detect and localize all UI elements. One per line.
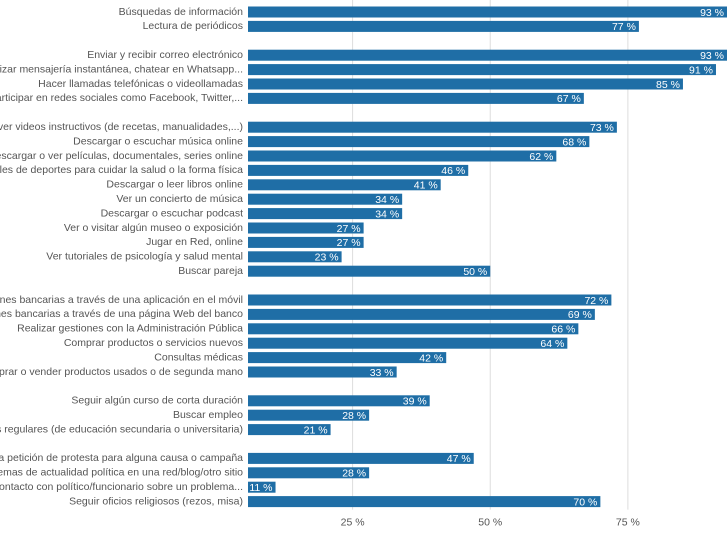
category-label: alguna petición de protesta para alguna … bbox=[0, 452, 243, 464]
value-label: 72 % bbox=[584, 295, 608, 307]
category-label: Ver o visitar algún museo o exposición bbox=[64, 222, 243, 234]
category-label: ar temas de actualidad política en una r… bbox=[0, 467, 243, 479]
value-label: 73 % bbox=[590, 122, 614, 134]
bar bbox=[248, 496, 601, 508]
category-label: Enviar y recibir correo electrónico bbox=[87, 49, 243, 61]
value-label: 67 % bbox=[557, 93, 581, 105]
bar bbox=[248, 20, 639, 32]
bar bbox=[248, 64, 716, 76]
category-label: Búsquedas de información bbox=[119, 6, 243, 18]
bar bbox=[248, 467, 370, 479]
bar bbox=[248, 236, 364, 248]
bar bbox=[248, 179, 441, 191]
bar bbox=[248, 92, 584, 104]
bar bbox=[248, 121, 617, 133]
category-label: Utilizar mensajería instantánea, chatear… bbox=[0, 63, 243, 75]
category-label: Realizar gestiones con la Administración… bbox=[17, 323, 243, 335]
value-label: 47 % bbox=[447, 453, 471, 465]
category-label: Descargar o escuchar podcast bbox=[101, 207, 243, 219]
bar bbox=[248, 222, 364, 234]
category-label: gestiones bancarias a través de una pági… bbox=[0, 308, 243, 320]
value-label: 50 % bbox=[463, 266, 487, 278]
category-label: Buscar pareja bbox=[178, 265, 243, 277]
category-label: Comprar o vender productos usados o de s… bbox=[0, 366, 243, 378]
value-label: 33 % bbox=[370, 367, 394, 379]
category-label: Hacer llamadas telefónicas o videollamad… bbox=[38, 78, 243, 90]
category-label: Descargar o escuchar música online bbox=[73, 135, 243, 147]
value-label: 41 % bbox=[414, 180, 438, 192]
bar bbox=[248, 6, 727, 18]
value-label: 91 % bbox=[689, 64, 713, 76]
value-label: 39 % bbox=[403, 396, 427, 408]
value-label: 93 % bbox=[700, 7, 724, 19]
category-label: lases regulares (de educación secundaria… bbox=[0, 423, 243, 435]
bar bbox=[248, 150, 557, 162]
x-tick-label: 75 % bbox=[616, 516, 640, 528]
value-label: 68 % bbox=[562, 136, 586, 148]
bar bbox=[248, 452, 474, 464]
bar bbox=[248, 164, 469, 176]
value-label: 28 % bbox=[342, 468, 366, 480]
category-label: Jugar en Red, online bbox=[146, 236, 243, 248]
bar bbox=[248, 136, 590, 148]
value-label: 64 % bbox=[540, 338, 564, 350]
bar bbox=[248, 409, 370, 421]
x-tick-label: 50 % bbox=[478, 516, 502, 528]
bar bbox=[248, 193, 403, 205]
category-label: Descargar o ver películas, documentales,… bbox=[0, 150, 243, 162]
category-label: gar o ver videos instructivos (de receta… bbox=[0, 121, 243, 133]
bar bbox=[248, 251, 342, 263]
category-label: tonales de deportes para cuidar la salud… bbox=[0, 164, 243, 176]
bar bbox=[248, 481, 276, 493]
category-label: Ver un concierto de música bbox=[116, 193, 243, 205]
value-label: 85 % bbox=[656, 79, 680, 91]
value-label: 77 % bbox=[612, 21, 636, 33]
bar bbox=[248, 424, 331, 436]
category-label: Buscar empleo bbox=[173, 409, 243, 421]
bar bbox=[248, 323, 579, 335]
value-label: 11 % bbox=[249, 482, 272, 494]
category-label: en contacto con político/funcionario sob… bbox=[0, 481, 243, 493]
value-label: 66 % bbox=[551, 324, 575, 336]
value-label: 34 % bbox=[375, 194, 399, 206]
bar bbox=[248, 78, 683, 90]
category-label: r gestiones bancarias a través de una ap… bbox=[0, 294, 243, 306]
bar bbox=[248, 352, 447, 364]
value-label: 69 % bbox=[568, 309, 592, 321]
category-label: Consultas médicas bbox=[154, 351, 243, 363]
bar bbox=[248, 265, 491, 277]
category-label: Seguir algún curso de corta duración bbox=[71, 395, 243, 407]
value-label: 21 % bbox=[304, 424, 328, 436]
bar bbox=[248, 208, 403, 220]
category-label: Comprar productos o servicios nuevos bbox=[64, 337, 243, 349]
category-label: Descargar o leer libros online bbox=[106, 179, 243, 191]
value-label: 27 % bbox=[337, 223, 361, 235]
category-label: Ver tutoriales de psicología y salud men… bbox=[46, 251, 243, 263]
value-label: 27 % bbox=[337, 237, 361, 249]
bar bbox=[248, 366, 397, 378]
bar bbox=[248, 395, 430, 407]
value-label: 62 % bbox=[529, 151, 553, 163]
value-label: 93 % bbox=[700, 50, 724, 62]
bar bbox=[248, 308, 595, 320]
bar bbox=[248, 294, 612, 306]
bar bbox=[248, 49, 727, 61]
value-label: 46 % bbox=[441, 165, 465, 177]
value-label: 34 % bbox=[375, 208, 399, 220]
value-label: 42 % bbox=[419, 352, 443, 364]
value-label: 23 % bbox=[315, 252, 339, 264]
category-label: Lectura de periódicos bbox=[143, 20, 243, 32]
bar bbox=[248, 337, 568, 349]
category-label: r o participar en redes sociales como Fa… bbox=[0, 92, 243, 104]
category-label: Seguir oficios religiosos (rezos, misa) bbox=[69, 495, 243, 507]
value-label: 28 % bbox=[342, 410, 366, 422]
value-label: 70 % bbox=[573, 496, 597, 508]
x-tick-label: 25 % bbox=[341, 516, 365, 528]
